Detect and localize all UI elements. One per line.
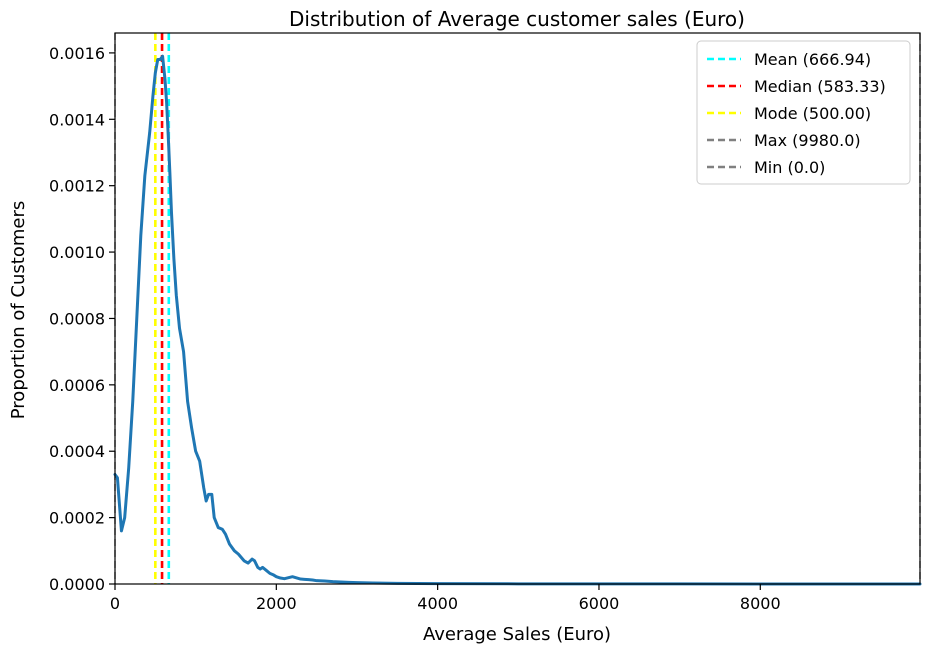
- y-tick-label-5: 0.0010: [49, 243, 105, 262]
- legend-label-4: Min (0.0): [754, 158, 825, 177]
- legend-label-3: Max (9980.0): [754, 131, 861, 150]
- x-axis: 0 2000 4000 6000 8000: [110, 584, 781, 613]
- y-tick-label-0: 0.0000: [49, 575, 105, 594]
- x-tick-label-4: 8000: [740, 594, 781, 613]
- y-axis: 0.0000 0.0002 0.0004 0.0006 0.0008 0.0010 0.00…: [49, 44, 115, 594]
- legend-box: [696, 40, 911, 185]
- y-tick-label-6: 0.0012: [49, 177, 105, 196]
- y-axis-label: Proportion of Customers: [8, 201, 29, 419]
- x-tick-label-2: 4000: [417, 594, 458, 613]
- legend: Mean (666.94) Median (583.33) Mode (500.00…: [696, 40, 911, 185]
- y-tick-label-1: 0.0002: [49, 509, 105, 528]
- y-tick-label-3: 0.0006: [49, 376, 105, 395]
- series-line-0: [113, 54, 922, 586]
- plot-area-frame: [114, 32, 921, 585]
- x-tick-label-0: 0: [110, 594, 120, 613]
- series-layer: [113, 54, 922, 586]
- x-tick-label-3: 6000: [579, 594, 620, 613]
- x-axis-label: Average Sales (Euro): [423, 624, 611, 645]
- legend-label-1: Median (583.33): [754, 77, 886, 96]
- legend-label-0: Mean (666.94): [754, 50, 871, 69]
- x-tick-label-1: 2000: [256, 594, 297, 613]
- legend-label-2: Mode (500.00): [754, 104, 871, 123]
- y-tick-label-4: 0.0008: [49, 309, 105, 328]
- y-tick-label-8: 0.0016: [49, 44, 105, 63]
- y-tick-label-7: 0.0014: [49, 110, 105, 129]
- y-tick-label-2: 0.0004: [49, 442, 105, 461]
- chart-title: Distribution of Average customer sales (…: [289, 7, 745, 31]
